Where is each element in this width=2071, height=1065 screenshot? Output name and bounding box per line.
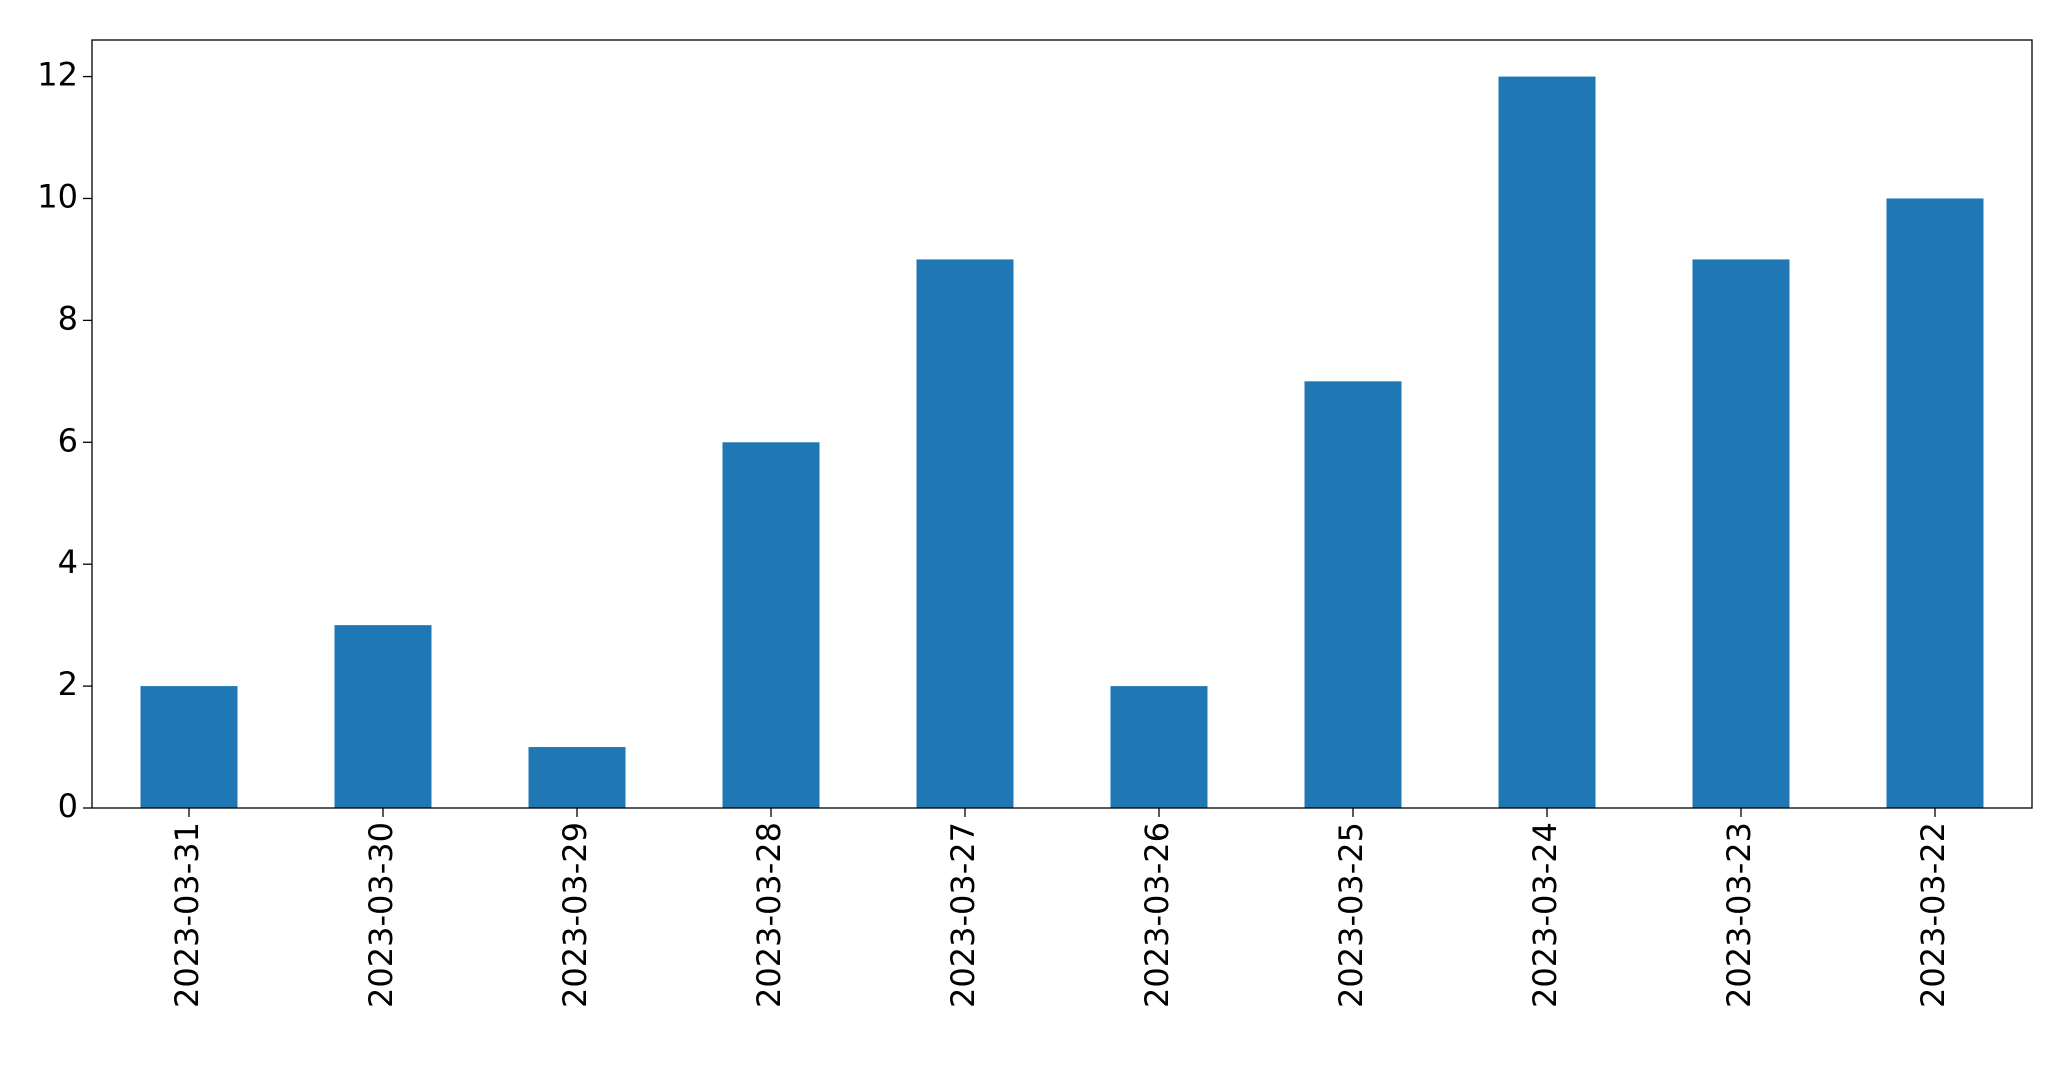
x-tick-label: 2023-03-26 (1138, 822, 1176, 1008)
x-tick-label: 2023-03-29 (556, 822, 594, 1008)
x-tick-label: 2023-03-30 (362, 822, 400, 1008)
y-tick-label: 8 (58, 299, 78, 337)
y-tick-label: 4 (58, 543, 78, 581)
x-tick-label: 2023-03-24 (1526, 822, 1564, 1008)
x-tick-label: 2023-03-23 (1720, 822, 1758, 1008)
x-tick-label: 2023-03-28 (750, 822, 788, 1008)
x-tick-label: 2023-03-22 (1914, 822, 1952, 1008)
bar (334, 625, 432, 808)
y-tick-label: 2 (58, 665, 78, 703)
y-tick-label: 10 (37, 177, 78, 215)
x-tick-label: 2023-03-25 (1332, 822, 1370, 1008)
bar (1692, 259, 1790, 808)
bar (916, 259, 1014, 808)
y-tick-label: 0 (58, 787, 78, 825)
x-tick-label: 2023-03-27 (944, 822, 982, 1008)
y-tick-label: 12 (37, 56, 78, 94)
bar (722, 442, 820, 808)
x-tick-label: 2023-03-31 (168, 822, 206, 1008)
bar (140, 686, 238, 808)
axes-frame (91, 39, 2033, 809)
bar (1886, 198, 1984, 808)
y-tick-label: 6 (58, 421, 78, 459)
bar (1110, 686, 1208, 808)
bar (1498, 76, 1596, 809)
bar (1304, 381, 1402, 808)
bar (528, 747, 626, 808)
